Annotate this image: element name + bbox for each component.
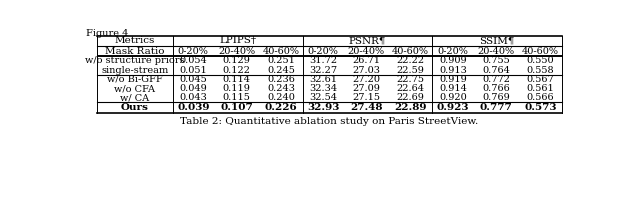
Text: 0.920: 0.920 bbox=[439, 93, 467, 102]
Text: Metrics: Metrics bbox=[115, 36, 155, 45]
Text: 0.240: 0.240 bbox=[267, 93, 295, 102]
Text: 0.550: 0.550 bbox=[527, 56, 554, 66]
Text: 31.72: 31.72 bbox=[309, 56, 337, 66]
Text: 22.22: 22.22 bbox=[397, 56, 425, 66]
Text: 0.766: 0.766 bbox=[482, 84, 510, 93]
Text: 22.59: 22.59 bbox=[397, 66, 424, 75]
Text: LPIPS†: LPIPS† bbox=[219, 36, 256, 45]
Text: w/ CA: w/ CA bbox=[120, 93, 150, 102]
Text: single-stream: single-stream bbox=[101, 66, 168, 75]
Text: Ours: Ours bbox=[121, 103, 149, 112]
Text: 0-20%: 0-20% bbox=[178, 47, 209, 56]
Text: 0.777: 0.777 bbox=[480, 103, 513, 112]
Text: 32.93: 32.93 bbox=[307, 103, 339, 112]
Text: 40-60%: 40-60% bbox=[262, 47, 300, 56]
Text: Table 2: Quantitative ablation study on Paris StreetView.: Table 2: Quantitative ablation study on … bbox=[180, 117, 479, 126]
Text: Figure 4: Figure 4 bbox=[86, 29, 129, 37]
Text: 0.914: 0.914 bbox=[439, 84, 467, 93]
Text: 22.64: 22.64 bbox=[397, 84, 425, 93]
Text: 0.226: 0.226 bbox=[264, 103, 297, 112]
Text: 20-40%: 20-40% bbox=[218, 47, 255, 56]
Text: 0-20%: 0-20% bbox=[437, 47, 468, 56]
Text: 0.913: 0.913 bbox=[439, 66, 467, 75]
Text: 32.27: 32.27 bbox=[309, 66, 337, 75]
Text: 27.20: 27.20 bbox=[352, 75, 380, 84]
Text: 32.61: 32.61 bbox=[309, 75, 337, 84]
Text: PSNR¶: PSNR¶ bbox=[349, 36, 386, 45]
Text: 0.573: 0.573 bbox=[524, 103, 557, 112]
Text: 0.054: 0.054 bbox=[179, 56, 207, 66]
Text: 20-40%: 20-40% bbox=[477, 47, 515, 56]
Text: 40-60%: 40-60% bbox=[392, 47, 429, 56]
Text: 32.54: 32.54 bbox=[309, 93, 337, 102]
Text: 27.03: 27.03 bbox=[352, 66, 380, 75]
Text: 27.09: 27.09 bbox=[353, 84, 380, 93]
Text: 0.567: 0.567 bbox=[527, 75, 554, 84]
Text: 0.051: 0.051 bbox=[179, 66, 207, 75]
Text: w/o CFA: w/o CFA bbox=[115, 84, 156, 93]
Text: 22.69: 22.69 bbox=[397, 93, 424, 102]
Text: 0.566: 0.566 bbox=[527, 93, 554, 102]
Text: SSIM¶: SSIM¶ bbox=[479, 36, 515, 45]
Text: 0.919: 0.919 bbox=[439, 75, 467, 84]
Text: 0.245: 0.245 bbox=[267, 66, 295, 75]
Text: w/o structure priors: w/o structure priors bbox=[85, 56, 185, 66]
Text: 27.15: 27.15 bbox=[352, 93, 380, 102]
Text: 26.71: 26.71 bbox=[352, 56, 380, 66]
Text: 0.039: 0.039 bbox=[177, 103, 209, 112]
Text: 0.115: 0.115 bbox=[223, 93, 250, 102]
Text: 0.558: 0.558 bbox=[527, 66, 554, 75]
Text: 0.772: 0.772 bbox=[482, 75, 510, 84]
Text: 40-60%: 40-60% bbox=[522, 47, 559, 56]
Text: 0.909: 0.909 bbox=[439, 56, 467, 66]
Text: 0.755: 0.755 bbox=[482, 56, 510, 66]
Text: 0.119: 0.119 bbox=[223, 84, 250, 93]
Text: 0.045: 0.045 bbox=[179, 75, 207, 84]
Text: 0.043: 0.043 bbox=[179, 93, 207, 102]
Text: 27.48: 27.48 bbox=[350, 103, 383, 112]
Text: 20-40%: 20-40% bbox=[348, 47, 385, 56]
Text: 0.129: 0.129 bbox=[223, 56, 250, 66]
Text: 32.34: 32.34 bbox=[309, 84, 337, 93]
Text: 0.923: 0.923 bbox=[436, 103, 469, 112]
Text: 0.769: 0.769 bbox=[482, 93, 510, 102]
Text: 0-20%: 0-20% bbox=[308, 47, 339, 56]
Text: 0.561: 0.561 bbox=[527, 84, 554, 93]
Text: 0.251: 0.251 bbox=[267, 56, 295, 66]
Text: 0.107: 0.107 bbox=[220, 103, 253, 112]
Text: 0.236: 0.236 bbox=[267, 75, 295, 84]
Text: 0.049: 0.049 bbox=[179, 84, 207, 93]
Text: 0.764: 0.764 bbox=[482, 66, 510, 75]
Text: 0.243: 0.243 bbox=[267, 84, 295, 93]
Text: 0.122: 0.122 bbox=[223, 66, 250, 75]
Text: Mask Ratio: Mask Ratio bbox=[105, 47, 164, 56]
Text: 0.114: 0.114 bbox=[223, 75, 250, 84]
Text: 22.89: 22.89 bbox=[394, 103, 427, 112]
Text: 22.75: 22.75 bbox=[397, 75, 425, 84]
Text: w/o Bi-GFF: w/o Bi-GFF bbox=[107, 75, 163, 84]
